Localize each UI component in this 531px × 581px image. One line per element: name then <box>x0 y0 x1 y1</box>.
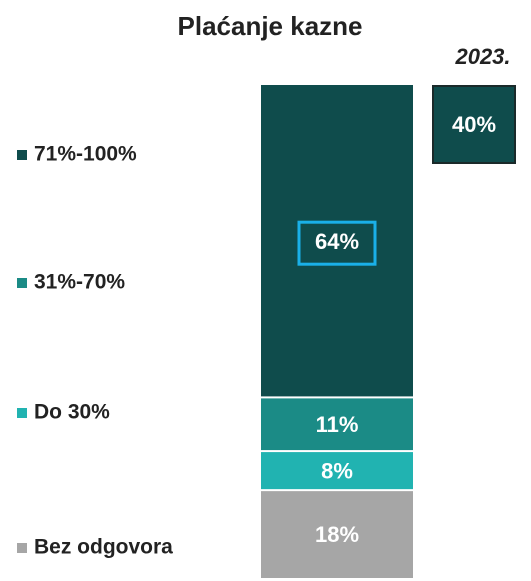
bar-segment <box>261 398 413 451</box>
legend-label: Bez odgovora <box>34 536 173 559</box>
highlight-box <box>297 220 377 266</box>
value-label: 18% <box>315 522 359 547</box>
value-label: 64% <box>315 229 359 254</box>
bar-segment <box>261 491 413 578</box>
comparison-label: 2023. <box>454 44 510 69</box>
legend-marker <box>17 543 27 553</box>
comparison-box <box>432 85 516 164</box>
chart-title: Plaćanje kazne <box>178 11 363 41</box>
value-label: 8% <box>321 458 353 483</box>
legend-marker <box>17 150 27 160</box>
legend-marker <box>17 408 27 418</box>
legend-label: Do 30% <box>34 401 110 424</box>
legend-marker <box>17 278 27 288</box>
comparison-value: 40% <box>452 112 496 137</box>
bar-segment <box>261 85 413 397</box>
legend-label: 31%-70% <box>34 271 125 294</box>
value-label: 11% <box>316 412 359 437</box>
bar-segment <box>261 452 413 490</box>
legend-label: 71%-100% <box>34 143 137 166</box>
